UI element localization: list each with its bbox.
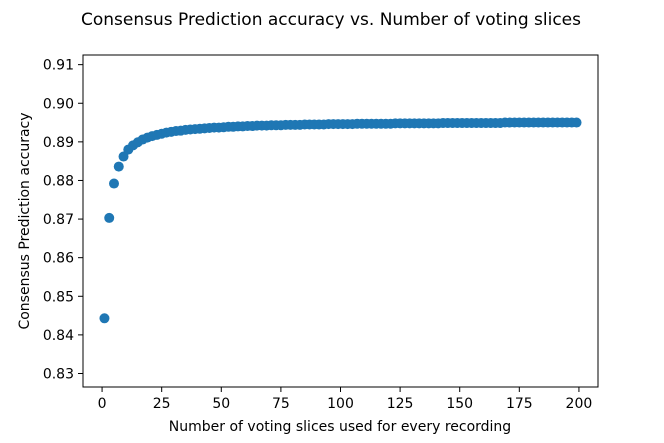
- x-tick-label: 150: [446, 396, 473, 412]
- y-tick-label: 0.86: [43, 251, 74, 267]
- data-point: [113, 161, 124, 172]
- y-axis-label: Consensus Prediction accuracy: [17, 112, 33, 329]
- x-tick-label: 125: [387, 396, 414, 412]
- y-tick-label: 0.83: [43, 366, 74, 382]
- y-tick-label: 0.89: [43, 135, 74, 151]
- x-tick-label: 200: [566, 396, 593, 412]
- data-point: [108, 178, 119, 189]
- x-tick-label: 0: [98, 396, 107, 412]
- x-axis: 0 25 50 75 100 125 150 175 200: [98, 387, 593, 412]
- y-tick-label: 0.87: [43, 212, 74, 228]
- x-tick-label: 50: [212, 396, 230, 412]
- data-point: [99, 313, 110, 324]
- y-tick-label: 0.85: [43, 289, 74, 305]
- x-tick-label: 100: [327, 396, 354, 412]
- x-axis-label: Number of voting slices used for every r…: [169, 419, 511, 435]
- x-tick-label: 175: [506, 396, 533, 412]
- data-points: [99, 117, 582, 324]
- y-tick-label: 0.91: [43, 58, 74, 74]
- y-tick-label: 0.84: [43, 328, 74, 344]
- y-axis: 0.83 0.84 0.85 0.86 0.87 0.88 0.89 0.90 0.91: [43, 58, 83, 382]
- plot-frame: [82, 54, 599, 388]
- x-tick-label: 25: [153, 396, 171, 412]
- chart-title: Consensus Prediction accuracy vs. Number…: [81, 10, 581, 30]
- x-tick-label: 75: [272, 396, 290, 412]
- data-point: [571, 117, 582, 128]
- y-tick-label: 0.90: [43, 96, 74, 112]
- data-point: [104, 212, 115, 223]
- y-tick-label: 0.88: [43, 173, 74, 189]
